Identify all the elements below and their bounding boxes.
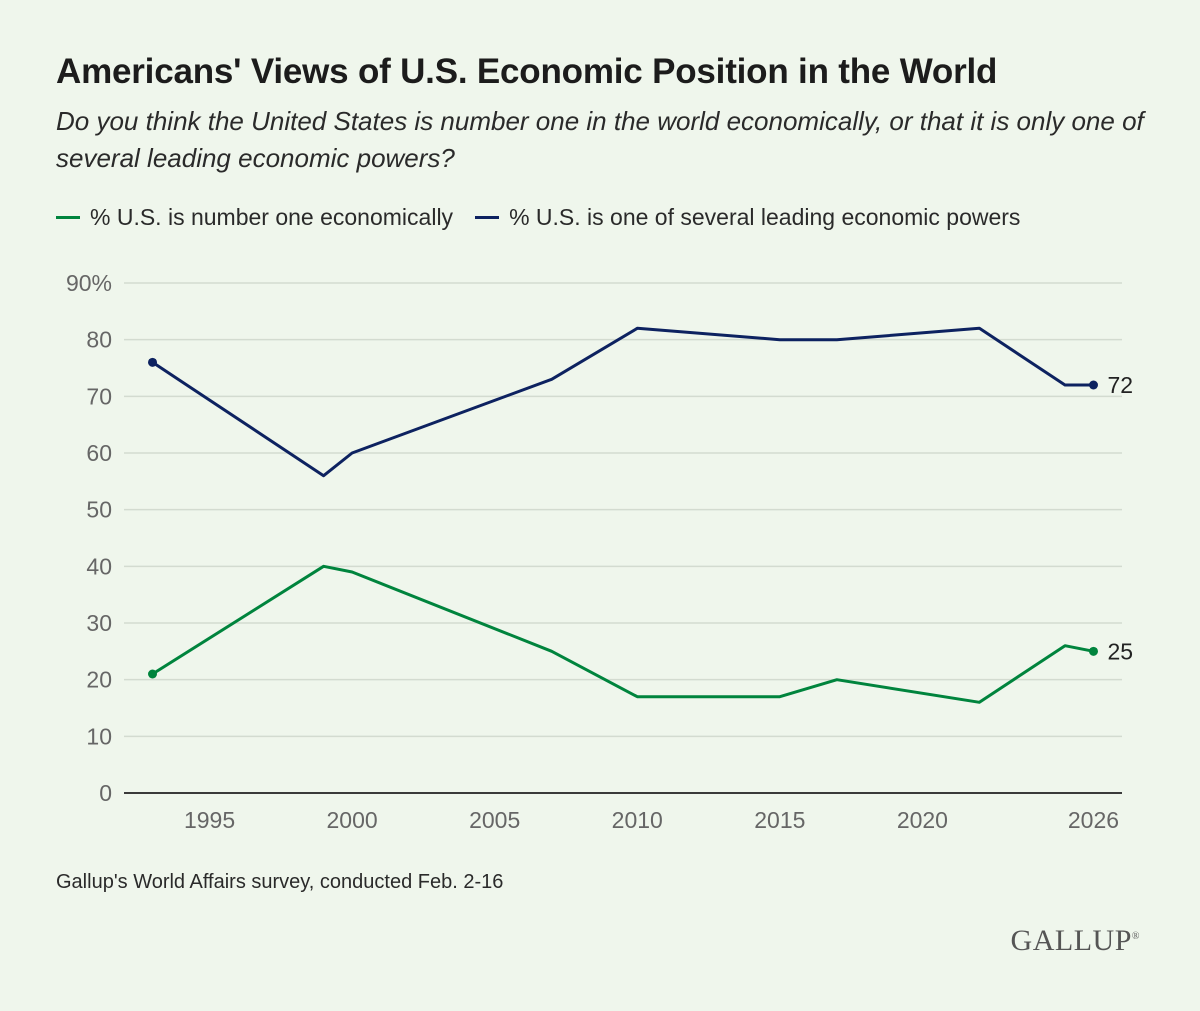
x-tick-label: 2026 bbox=[1068, 807, 1119, 833]
x-tick-label: 2015 bbox=[754, 807, 805, 833]
series-line-number_one bbox=[151, 564, 1095, 704]
series-start-point-several bbox=[148, 357, 158, 367]
series-end-point-number_one bbox=[1088, 646, 1098, 656]
y-tick-label: 80 bbox=[86, 327, 112, 353]
legend-swatch-several bbox=[475, 216, 500, 219]
y-tick-label: 40 bbox=[86, 553, 112, 579]
y-tick-label: 60 bbox=[86, 440, 112, 466]
source-note: Gallup's World Affairs survey, conducted… bbox=[56, 871, 504, 893]
x-tick-label: 1995 bbox=[184, 807, 235, 833]
legend-label-several: % U.S. is one of several leading economi… bbox=[509, 204, 1021, 230]
x-tick-label: 2010 bbox=[612, 807, 663, 833]
y-tick-label: 90% bbox=[66, 270, 112, 296]
legend-swatch-number-one bbox=[56, 216, 80, 219]
series-end-point-several bbox=[1088, 380, 1098, 390]
x-tick-label: 2020 bbox=[897, 807, 948, 833]
chart-legend: % U.S. is number one economically % U.S.… bbox=[56, 204, 1042, 231]
y-tick-label: 70 bbox=[86, 383, 112, 409]
y-tick-label: 50 bbox=[86, 497, 112, 523]
legend-item-several: % U.S. is one of several leading economi… bbox=[475, 204, 1020, 231]
gallup-logo-text: GALLUP bbox=[1010, 924, 1132, 957]
chart-title: Americans' Views of U.S. Economic Positi… bbox=[56, 52, 998, 91]
data-label-several: 72 bbox=[1107, 372, 1133, 398]
chart-subtitle: Do you think the United States is number… bbox=[56, 106, 1144, 173]
y-tick-label: 10 bbox=[86, 723, 112, 749]
x-tick-label: 2005 bbox=[469, 807, 520, 833]
data-label-number_one: 25 bbox=[1107, 638, 1133, 664]
x-tick-label: 2000 bbox=[327, 807, 378, 833]
y-tick-label: 20 bbox=[86, 667, 112, 693]
legend-item-number-one: % U.S. is number one economically bbox=[56, 204, 453, 231]
y-tick-label: 0 bbox=[99, 780, 112, 806]
series-line-several bbox=[151, 326, 1095, 478]
gallup-logo: GALLUP® bbox=[1010, 924, 1140, 957]
legend-label-number-one: % U.S. is number one economically bbox=[90, 204, 454, 230]
series-start-point-number_one bbox=[148, 669, 158, 679]
y-tick-label: 30 bbox=[86, 610, 112, 636]
